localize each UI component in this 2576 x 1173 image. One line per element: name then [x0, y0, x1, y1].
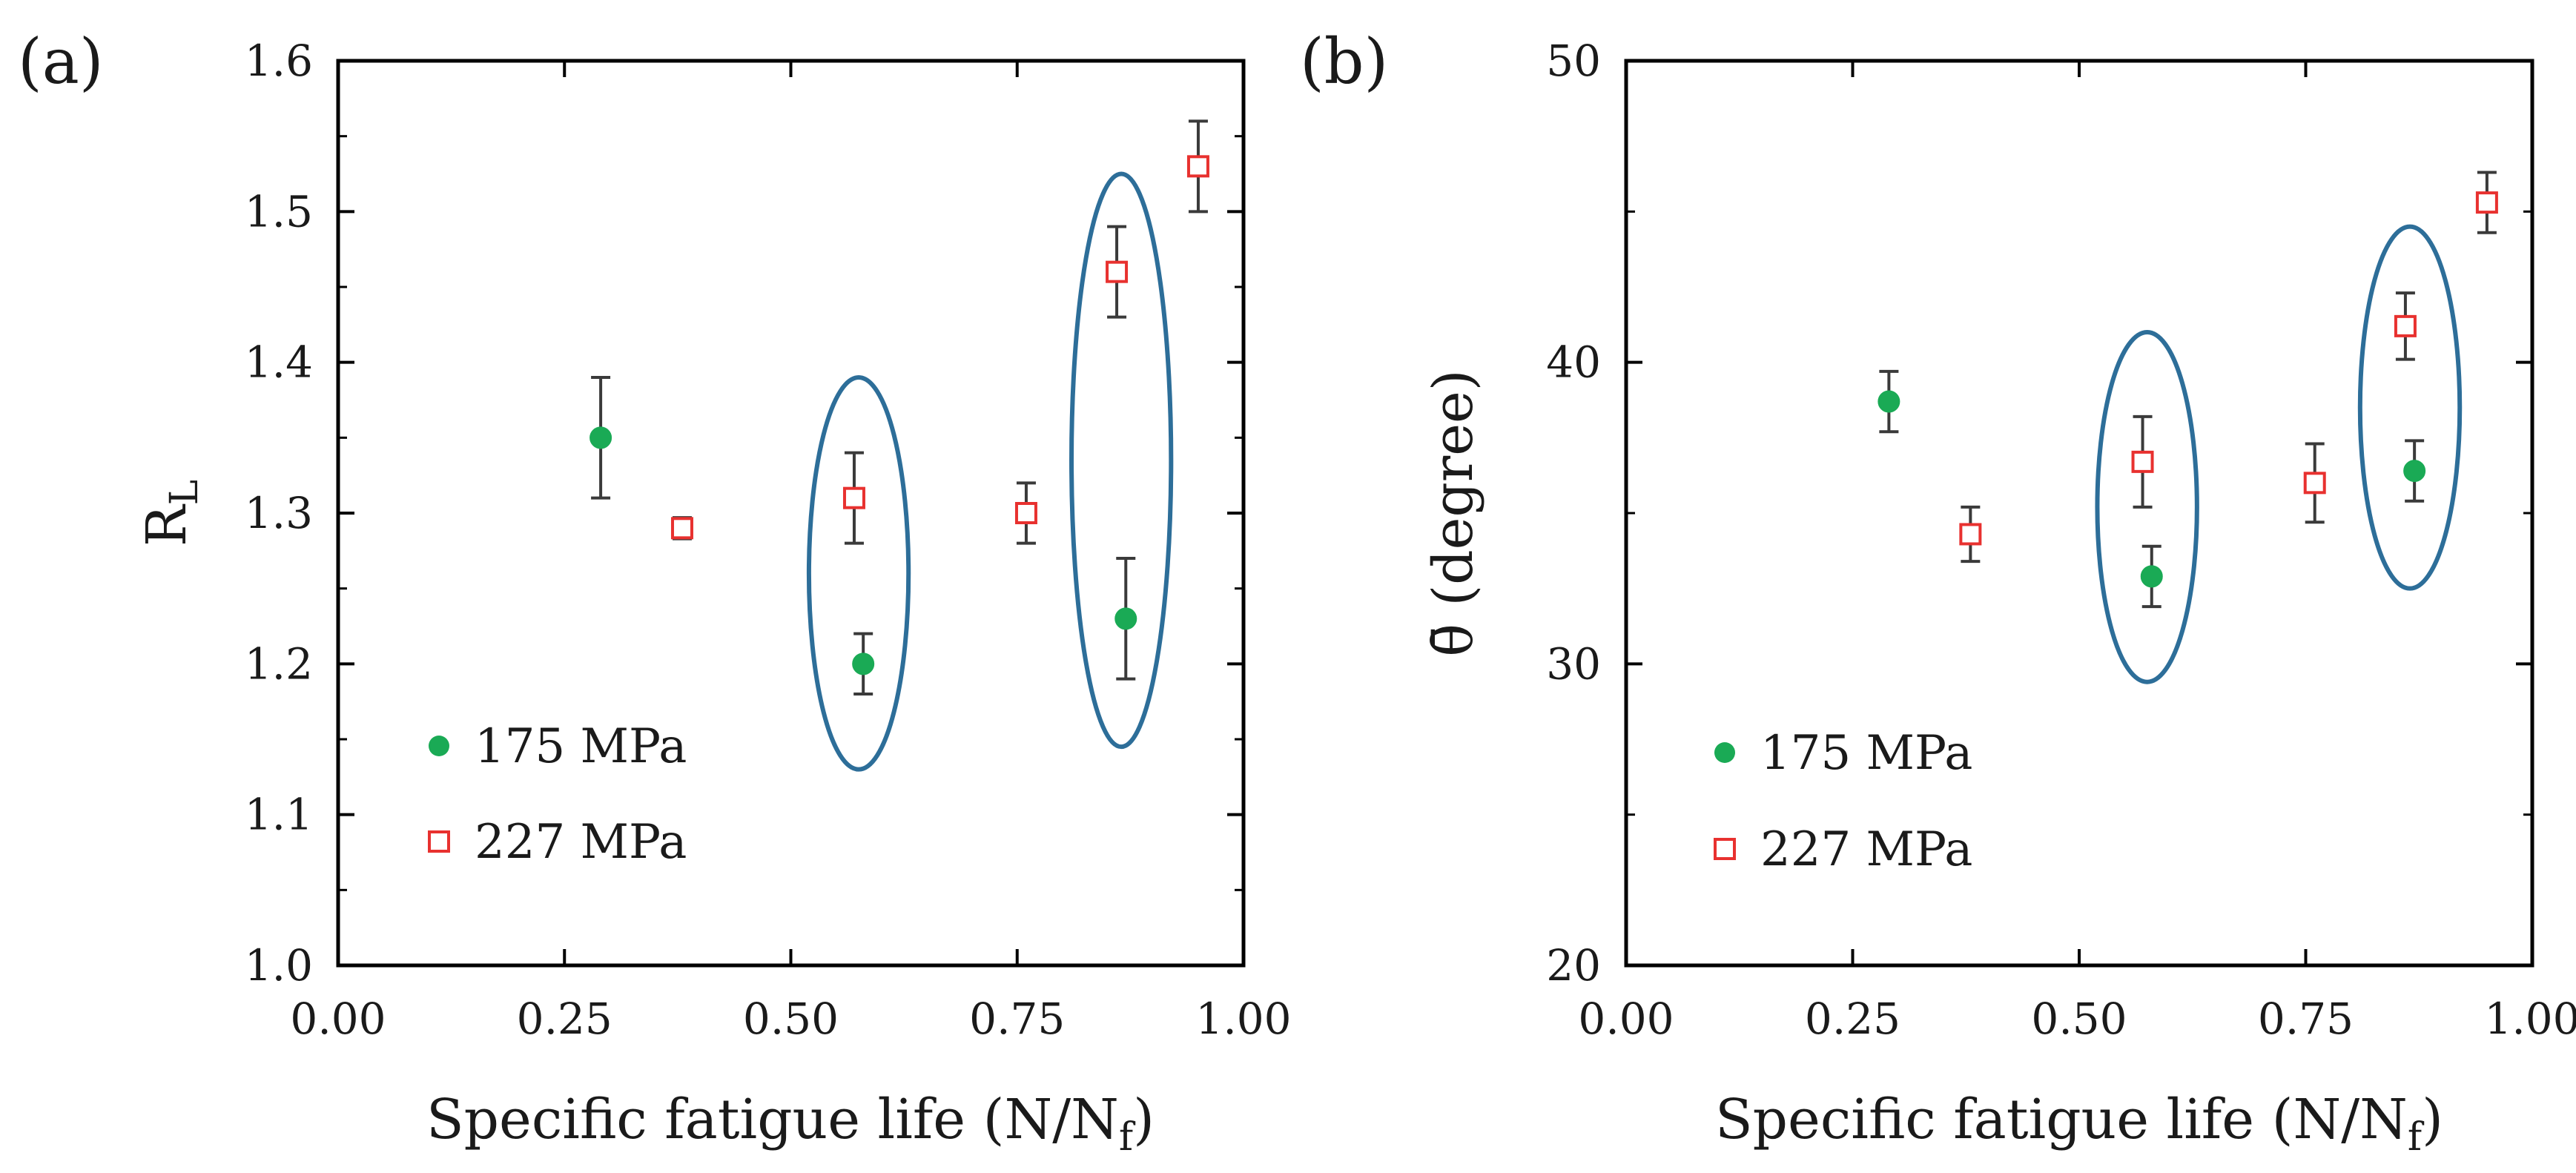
x-tick-label: 1.00: [2484, 994, 2576, 1044]
legend-label: 175 MPa: [1760, 726, 1972, 781]
y-axis-title: θ̄ (degree): [1421, 369, 1485, 656]
y-axis-title-main: R: [135, 503, 199, 546]
chart-panel-a: 1.0 1.1 1.2 1.3 1.4 1.5 1.6 0.00 0.25 0.50 0.75 1.0…: [18, 25, 1292, 1160]
x-axis-title-main: Specific fatigue life (N/N: [426, 1088, 1119, 1151]
data-point-175mpa: [1114, 607, 1137, 630]
highlight-ellipse: [2357, 224, 2463, 591]
data-point-227mpa: [1014, 502, 1037, 524]
legend-label: 227 MPa: [475, 815, 687, 870]
legend-marker-227mpa: [428, 830, 450, 853]
x-tick-label: 0.75: [2258, 994, 2354, 1044]
y-axis-title-main: θ̄ (degree): [1421, 369, 1485, 656]
data-point-227mpa: [2475, 191, 2498, 214]
y-tick-label: 20: [1546, 940, 1601, 991]
y-tick-label: 50: [1546, 36, 1601, 86]
legend-label: 175 MPa: [475, 719, 687, 774]
panel-label: (b): [1300, 25, 1388, 98]
data-point-227mpa: [670, 517, 693, 540]
x-tick-label: 0.00: [1578, 994, 1674, 1044]
data-point-227mpa: [2394, 314, 2417, 337]
legend-label: 227 MPa: [1760, 822, 1972, 877]
data-point-175mpa: [2403, 460, 2426, 483]
data-point-227mpa: [1959, 523, 1982, 546]
y-tick-label: 1.0: [245, 940, 313, 991]
x-axis-title-close: ): [2422, 1088, 2443, 1151]
data-point-175mpa: [1877, 390, 1900, 413]
data-point-227mpa: [2303, 472, 2326, 495]
y-tick-label: 1.6: [245, 36, 313, 86]
x-axis-title-subscript: f: [1119, 1115, 1136, 1160]
y-tick-label: 30: [1546, 638, 1601, 689]
y-tick-label: 1.4: [245, 337, 313, 388]
panel-label: (a): [18, 25, 104, 98]
data-point-227mpa: [2131, 450, 2154, 473]
x-tick-label: 0.50: [2031, 994, 2127, 1044]
data-point-227mpa: [1106, 260, 1129, 283]
x-tick-label: 0.75: [969, 994, 1065, 1044]
x-axis-title-subscript: f: [2408, 1115, 2425, 1160]
x-tick-label: 0.50: [743, 994, 839, 1044]
x-axis-title: Specific fatigue life (N/Nf): [426, 1088, 1155, 1160]
data-point-227mpa: [842, 486, 865, 509]
legend-marker-227mpa: [1714, 838, 1736, 860]
legend-marker-175mpa: [1714, 742, 1735, 763]
y-tick-label: 1.5: [245, 186, 313, 237]
y-tick-label: 1.2: [245, 638, 313, 689]
chart-panel-b: 20 30 40 50 0.00 0.25 0.50 0.75 1.00 (b) Specific …: [1300, 25, 2576, 1160]
x-tick-label: 1.00: [1195, 994, 1291, 1044]
data-point-175mpa: [852, 652, 875, 675]
y-axis-title-subscript: L: [162, 480, 207, 506]
x-axis-title: Specific fatigue life (N/Nf): [1715, 1088, 2443, 1160]
highlight-ellipse: [806, 374, 911, 772]
x-axis-title-main: Specific fatigue life (N/N: [1715, 1088, 2408, 1151]
data-point-227mpa: [1186, 155, 1209, 178]
x-axis-title-close: ): [1133, 1088, 1155, 1151]
y-axis-title: RL: [135, 480, 207, 546]
y-tick-label: 1.3: [245, 488, 313, 538]
x-tick-label: 0.00: [290, 994, 386, 1044]
highlight-ellipse: [1069, 171, 1174, 750]
legend-marker-175mpa: [429, 736, 449, 756]
data-point-175mpa: [2140, 565, 2163, 588]
x-tick-label: 0.25: [1805, 994, 1900, 1044]
data-point-175mpa: [589, 426, 612, 449]
y-tick-label: 40: [1546, 337, 1601, 388]
highlight-ellipse: [2095, 329, 2199, 684]
x-tick-label: 0.25: [517, 994, 612, 1044]
y-tick-label: 1.1: [245, 790, 313, 840]
